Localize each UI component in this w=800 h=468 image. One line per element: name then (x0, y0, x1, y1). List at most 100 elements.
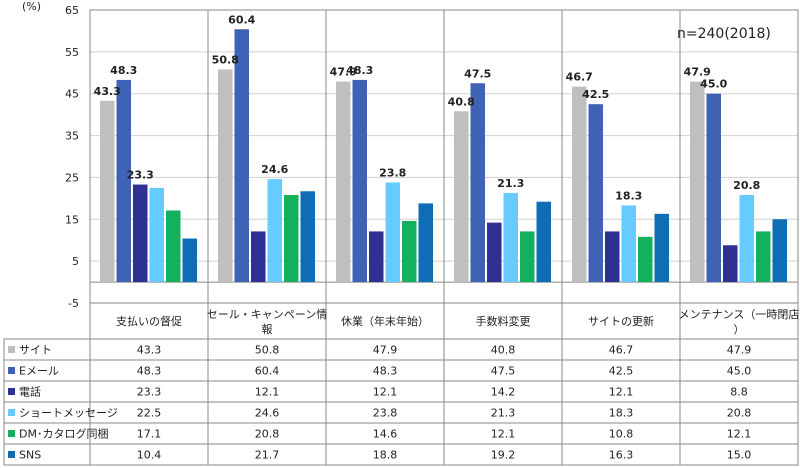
bar (454, 111, 469, 283)
table-cell-value: 24.6 (255, 407, 280, 420)
data-label: 23.3 (127, 169, 154, 182)
bar (520, 231, 535, 283)
data-labels: 43.348.323.350.860.424.647.948.323.840.8… (94, 13, 761, 202)
bar (605, 231, 620, 283)
data-label: 48.3 (346, 64, 373, 77)
category-label: 休業（年末年始） (341, 314, 429, 328)
data-label: 47.5 (464, 67, 491, 80)
bars (100, 29, 787, 283)
y-axis-unit-label: (%) (22, 0, 41, 13)
bar (772, 219, 787, 283)
table-cell-value: 42.5 (609, 365, 634, 378)
table-cell-value: 46.7 (609, 344, 634, 357)
legend-label: DM･カタログ同梱 (19, 427, 108, 441)
legend-label: Eメール (19, 365, 59, 378)
table-cell-value: 18.3 (609, 407, 634, 420)
table-cell-value: 50.8 (255, 344, 280, 357)
y-tick-label: 5 (72, 255, 79, 268)
bar (234, 29, 249, 283)
table-cell-value: 15.0 (727, 449, 752, 462)
table-cell-value: 14.2 (491, 386, 516, 399)
legend-label: 電話 (19, 385, 41, 399)
table-cell-value: 40.8 (491, 344, 516, 357)
data-label: 48.3 (110, 64, 137, 77)
table-cell-value: 20.8 (727, 407, 752, 420)
legend-label: ショートメッセージ (19, 407, 118, 420)
table-cell-value: 10.4 (137, 449, 162, 462)
table-cell-value: 47.9 (727, 344, 752, 357)
bar (638, 236, 653, 283)
data-label: 20.8 (733, 179, 760, 192)
bar (588, 104, 603, 283)
bar (470, 83, 485, 283)
category-label: サイトの更新 (588, 314, 654, 328)
table-cell-value: 47.5 (491, 365, 516, 378)
legend-swatch (8, 430, 15, 437)
data-label: 42.5 (582, 88, 609, 101)
legend-label: サイト (19, 344, 52, 357)
table-cell-value: 18.8 (373, 449, 398, 462)
bar (284, 195, 299, 283)
bar (182, 238, 197, 283)
table-cell-value: 10.8 (609, 428, 634, 441)
table-cell-value: 43.3 (137, 344, 162, 357)
data-label: 47.9 (684, 66, 711, 79)
legend-swatch (8, 388, 15, 395)
bar (706, 93, 721, 283)
legend-swatch (8, 451, 15, 458)
table-cell-value: 45.0 (727, 365, 752, 378)
data-label: 47.9 (330, 66, 357, 79)
category-label: 手数料変更 (476, 314, 531, 328)
y-axis-ticks: -5 5 15 25 35 45 55 65 (65, 4, 79, 310)
table-cell-value: 22.5 (137, 407, 162, 420)
table-cell-value: 21.7 (255, 449, 280, 462)
bar (621, 205, 636, 283)
y-tick-label: 45 (65, 88, 79, 101)
y-tick-label: 35 (65, 130, 79, 143)
data-label: 18.3 (615, 189, 642, 202)
bar (385, 182, 400, 283)
data-label: 45.0 (700, 78, 727, 91)
sample-size-note: n=240(2018) (677, 26, 771, 42)
y-tick-label: -5 (68, 297, 79, 310)
bar (690, 81, 705, 283)
bar (723, 245, 738, 283)
table-cell-value: 48.3 (137, 365, 162, 378)
table-cell-value: 12.1 (491, 428, 516, 441)
table-cell-value: 12.1 (373, 386, 398, 399)
table-cell-value: 12.1 (609, 386, 634, 399)
table-cell-value: 12.1 (727, 428, 752, 441)
table-cell-value: 20.8 (255, 428, 280, 441)
bar (418, 203, 433, 283)
bar (352, 79, 367, 283)
category-label: メンテナンス（一時閉店） (679, 307, 800, 336)
bar (756, 231, 771, 283)
data-label: 50.8 (212, 53, 239, 66)
y-tick-label: 65 (65, 4, 79, 17)
table-cell-value: 23.8 (373, 407, 398, 420)
table-cell-value: 60.4 (255, 365, 280, 378)
legend-swatch (8, 367, 15, 374)
bar (166, 210, 181, 283)
bar (536, 201, 551, 283)
table-cell-value: 14.6 (373, 428, 398, 441)
table-cell-value: 8.8 (730, 386, 748, 399)
category-label: セール・キャンペーン情報 (207, 308, 327, 336)
category-label: 支払いの督促 (116, 314, 182, 328)
data-label: 21.3 (497, 177, 524, 190)
table-cell-value: 47.9 (373, 344, 398, 357)
bar (503, 192, 518, 283)
bar (739, 195, 754, 283)
bar (654, 213, 669, 283)
legend-label: SNS (19, 449, 41, 462)
data-label: 40.8 (448, 95, 475, 108)
legend-swatch (8, 346, 15, 353)
bar (218, 69, 233, 283)
bar (572, 86, 587, 283)
bar (100, 100, 115, 283)
table-cell-value: 23.3 (137, 386, 162, 399)
bar (116, 79, 131, 283)
table-cell-value: 17.1 (137, 428, 162, 441)
